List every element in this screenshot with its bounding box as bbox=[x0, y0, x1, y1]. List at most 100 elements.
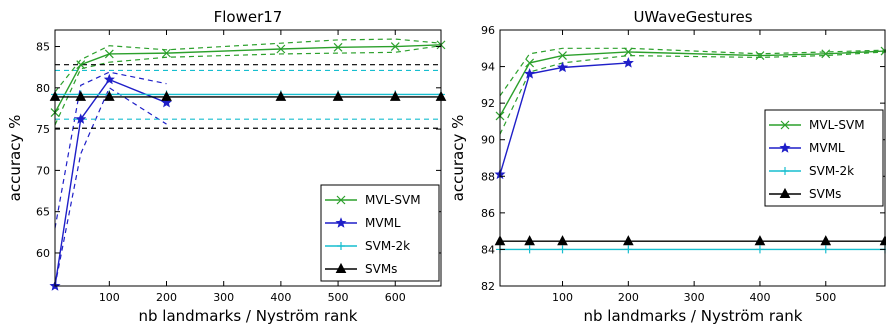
data-point-mvl_svm bbox=[821, 49, 831, 59]
x-tick-label: 300 bbox=[684, 291, 705, 304]
x-tick-label: 600 bbox=[385, 291, 406, 304]
x-tick-label: 200 bbox=[156, 291, 177, 304]
legend-marker-mvl_svm bbox=[780, 120, 790, 130]
data-point-svms bbox=[161, 90, 172, 101]
legend-entry-svms: SVMs bbox=[365, 262, 397, 276]
series-line-mvml bbox=[54, 78, 167, 287]
series-line-mvml bbox=[499, 62, 629, 175]
data-point-mvl_svm bbox=[333, 42, 343, 52]
data-point-mvml bbox=[75, 113, 87, 124]
band-upper-mvl_svm bbox=[54, 38, 442, 93]
data-point-svms bbox=[75, 90, 87, 101]
chart-uwavegestures: 100 200 300 400 500 82 84 86 88 90 92 94 96 UWaveGes… bbox=[449, 8, 886, 324]
data-point-mvml bbox=[160, 96, 173, 108]
y-tick-label: 85 bbox=[36, 41, 50, 54]
legend-entry-mvl-svm: MVL-SVM bbox=[809, 118, 865, 132]
ticks-uwavegestures: 100 200 300 400 500 82 84 86 88 90 92 94 96 bbox=[481, 24, 885, 304]
data-point-mvml bbox=[524, 68, 536, 79]
chart-title: Flower17 bbox=[214, 8, 283, 26]
legend-marker-mvml bbox=[335, 217, 347, 228]
band-lower-mvml bbox=[54, 86, 167, 287]
x-axis-label: nb landmarks / Nyström rank bbox=[139, 307, 358, 324]
legend-marker-svms bbox=[335, 262, 347, 273]
y-tick-label: 92 bbox=[481, 97, 495, 110]
legend-marker-svms bbox=[779, 187, 791, 198]
y-tick-label: 86 bbox=[481, 207, 495, 220]
ticks-flower17: 100 200 300 400 500 600 60 65 70 75 80 85 bbox=[36, 30, 441, 304]
x-axis-label: nb landmarks / Nyström rank bbox=[584, 307, 803, 324]
data-point-svms bbox=[820, 235, 832, 246]
data-point-svms bbox=[623, 235, 634, 246]
legend-entry-svm-2k: SVM-2k bbox=[365, 239, 410, 253]
y-tick-label: 80 bbox=[36, 82, 50, 95]
x-tick-label: 100 bbox=[552, 291, 573, 304]
x-tick-label: 500 bbox=[328, 291, 349, 304]
band-lower-mvl_svm bbox=[54, 45, 442, 126]
data-point-svm_2k bbox=[525, 245, 534, 254]
x-tick-label: 200 bbox=[618, 291, 639, 304]
y-tick-label: 60 bbox=[36, 247, 50, 260]
bands-flower17 bbox=[54, 38, 442, 287]
legend-marker-mvml bbox=[779, 142, 791, 153]
legend-uwavegestures: MVL-SVM MVML SVM-2k SVMs bbox=[764, 109, 884, 207]
data-point-mvl_svm bbox=[525, 58, 535, 68]
data-point-svm_2k bbox=[558, 245, 567, 254]
data-point-mvl_svm bbox=[104, 49, 114, 59]
legend-marker-mvl_svm bbox=[336, 195, 346, 205]
data-point-svms bbox=[524, 235, 535, 246]
x-tick-label: 500 bbox=[815, 291, 836, 304]
data-point-mvl_svm bbox=[558, 51, 567, 61]
series-line-mvl_svm bbox=[54, 44, 442, 113]
data-point-mvl_svm bbox=[76, 60, 86, 70]
y-tick-label: 90 bbox=[481, 134, 495, 147]
band-upper-mvml bbox=[54, 71, 167, 229]
data-point-mvml bbox=[557, 61, 569, 73]
legend-entry-svm-2k: SVM-2k bbox=[809, 164, 854, 178]
data-point-svms bbox=[275, 90, 287, 101]
y-tick-label: 84 bbox=[481, 243, 495, 256]
x-tick-label: 400 bbox=[270, 291, 291, 304]
plot-frame-flower17 bbox=[54, 29, 442, 287]
x-tick-label: 300 bbox=[213, 291, 234, 304]
y-tick-label: 70 bbox=[36, 164, 50, 177]
legend-entry-mvl-svm: MVL-SVM bbox=[365, 193, 421, 207]
data-point-svm_2k bbox=[821, 245, 830, 254]
y-tick-label: 96 bbox=[481, 24, 495, 37]
x-tick-label: 100 bbox=[99, 291, 120, 304]
x-tick-label: 400 bbox=[749, 291, 770, 304]
data-point-svms bbox=[103, 90, 115, 101]
legend-entry-svms: SVMs bbox=[809, 187, 841, 201]
data-point-svms bbox=[389, 90, 401, 101]
y-axis-label: accuracy % bbox=[6, 115, 24, 202]
legend-flower17: MVL-SVM MVML SVM-2k SVMs bbox=[320, 184, 440, 282]
y-axis-label: accuracy % bbox=[449, 115, 467, 202]
data-point-mvl_svm bbox=[390, 42, 400, 51]
data-point-svm_2k bbox=[755, 245, 764, 254]
data-point-svms bbox=[754, 235, 766, 246]
y-tick-label: 94 bbox=[481, 61, 495, 74]
y-tick-label: 75 bbox=[36, 123, 50, 136]
data-point-mvl_svm bbox=[162, 48, 171, 58]
y-tick-label: 65 bbox=[36, 206, 50, 219]
chart-title: UWaveGestures bbox=[633, 8, 752, 26]
y-tick-label: 88 bbox=[481, 170, 495, 183]
data-point-mvml bbox=[622, 57, 634, 68]
legend-markers bbox=[325, 195, 357, 273]
legend-marker-svm_2k bbox=[337, 242, 345, 250]
data-point-mvl_svm bbox=[623, 47, 633, 57]
series-uwavegestures bbox=[494, 46, 886, 254]
legend-entry-mvml: MVML bbox=[809, 141, 845, 155]
data-point-mvml bbox=[103, 73, 115, 85]
series-flower17 bbox=[49, 40, 447, 291]
y-tick-label: 82 bbox=[481, 280, 495, 293]
data-point-svms bbox=[557, 235, 568, 246]
legend-entry-mvml: MVML bbox=[365, 216, 401, 230]
legend-marker-svm_2k bbox=[781, 167, 789, 175]
data-point-svm_2k bbox=[624, 245, 633, 254]
plot-frame-uwavegestures bbox=[499, 29, 886, 287]
legend-markers bbox=[769, 120, 801, 198]
data-point-svms bbox=[332, 90, 344, 101]
data-point-mvl_svm bbox=[755, 51, 765, 61]
